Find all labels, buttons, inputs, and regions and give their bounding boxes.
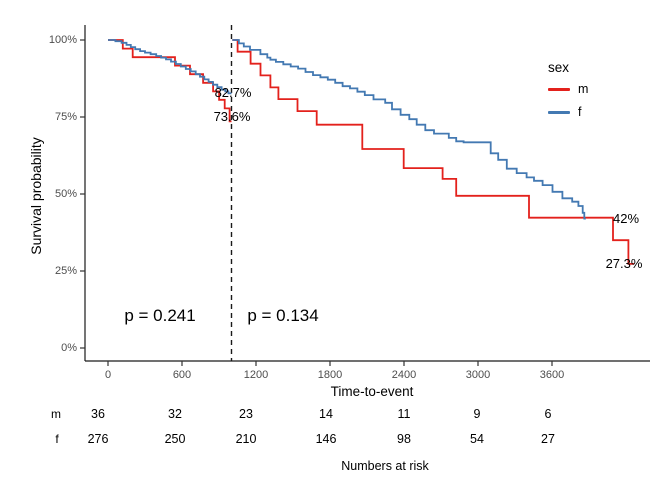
x-tick-label-2400: 2400 bbox=[391, 369, 417, 381]
legend-item-f bbox=[548, 111, 570, 114]
survival-curves bbox=[108, 39, 634, 265]
risk-m-t3000: 9 bbox=[473, 407, 481, 421]
risk-f-t3000: 54 bbox=[470, 432, 484, 446]
risk-m-t1800: 14 bbox=[319, 407, 333, 421]
risk-row-label-m: m bbox=[51, 407, 61, 421]
annotation-landmark-f: 82.7% bbox=[214, 85, 252, 100]
risk-f-t2400: 98 bbox=[397, 432, 411, 446]
x-tick-marks bbox=[107, 361, 553, 366]
x-tick-label-0: 0 bbox=[104, 369, 112, 381]
risk-m-t0: 36 bbox=[91, 407, 105, 421]
y-tick-label-25: 25% bbox=[54, 265, 77, 277]
x-axis-title: Time-to-event bbox=[330, 384, 414, 399]
risk-m-t3600: 6 bbox=[544, 407, 552, 421]
legend-swatch-f bbox=[548, 111, 570, 114]
legend-label-m: m bbox=[578, 82, 589, 96]
y-tick-marks bbox=[80, 39, 85, 349]
legend-title: sex bbox=[548, 60, 570, 75]
risk-f-t3600: 27 bbox=[541, 432, 555, 446]
risk-f-t1800: 146 bbox=[315, 432, 337, 446]
x-tick-label-1800: 1800 bbox=[317, 369, 343, 381]
x-tick-label-3600: 3600 bbox=[539, 369, 565, 381]
legend-swatch-m bbox=[548, 88, 570, 91]
x-tick-label-1200: 1200 bbox=[243, 369, 269, 381]
y-axis-title: Survival probability bbox=[28, 137, 44, 255]
risk-table-caption: Numbers at risk bbox=[341, 459, 429, 473]
annotation-end-m: 27.3% bbox=[605, 256, 643, 271]
risk-f-t600: 250 bbox=[164, 432, 186, 446]
risk-m-t2400: 11 bbox=[397, 407, 411, 421]
risk-m-t600: 32 bbox=[168, 407, 182, 421]
survival-curve-f-segment-1 bbox=[108, 39, 232, 95]
p-value-right: p = 0.134 bbox=[247, 306, 319, 325]
legend-label-f: f bbox=[578, 105, 582, 119]
risk-m-t1200: 23 bbox=[239, 407, 253, 421]
annotation-end-f: 42% bbox=[612, 211, 640, 226]
survival-curve-m-segment-1 bbox=[108, 39, 232, 123]
survival-curve-f-segment-2 bbox=[232, 39, 586, 220]
risk-row-label-f: f bbox=[55, 432, 59, 446]
annotation-landmark-m: 73.6% bbox=[213, 109, 251, 124]
legend-item-m bbox=[548, 88, 570, 91]
risk-f-t0: 276 bbox=[87, 432, 109, 446]
survival-curve-m-segment-2 bbox=[232, 39, 634, 265]
y-tick-label-50: 50% bbox=[54, 188, 77, 200]
p-value-left: p = 0.241 bbox=[124, 306, 196, 325]
y-tick-label-75: 75% bbox=[54, 111, 77, 123]
x-tick-label-600: 600 bbox=[172, 369, 192, 381]
risk-f-t1200: 210 bbox=[235, 432, 257, 446]
y-tick-label-0: 0% bbox=[61, 342, 77, 354]
x-tick-label-3000: 3000 bbox=[465, 369, 491, 381]
y-tick-label-100: 100% bbox=[48, 34, 77, 46]
